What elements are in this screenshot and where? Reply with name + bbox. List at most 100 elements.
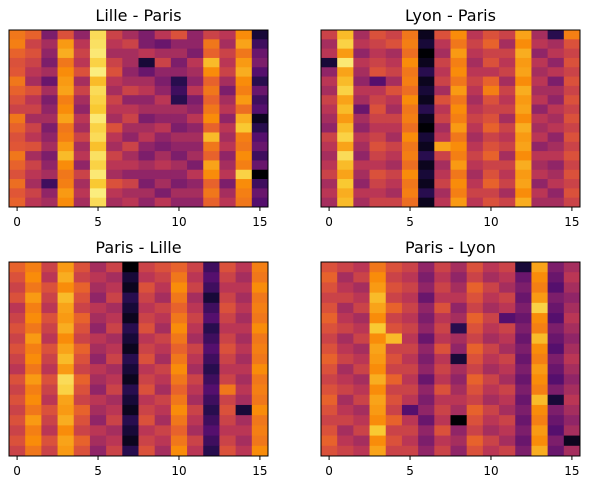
heatmap-cell — [235, 435, 253, 447]
heatmap-cell — [122, 104, 139, 115]
heatmap-cell — [57, 323, 75, 334]
x-tick-label: 15 — [252, 215, 267, 229]
heatmap-cell — [385, 76, 403, 87]
heatmap-cell — [482, 282, 500, 294]
heatmap-cell — [385, 57, 403, 68]
heatmap-cell — [401, 160, 419, 171]
heatmap-cell — [353, 435, 370, 447]
heatmap-cell — [499, 95, 516, 105]
heatmap-cell — [385, 30, 403, 40]
heatmap-cell — [122, 343, 139, 355]
heatmap-cell — [385, 364, 403, 375]
heatmap-cell — [434, 282, 451, 294]
heatmap-cell — [466, 188, 484, 199]
heatmap-cell — [187, 188, 204, 199]
heatmap-cell — [57, 30, 75, 40]
heatmap-cell — [89, 272, 107, 283]
heatmap-cell — [9, 394, 26, 406]
heatmap-cell — [9, 151, 26, 161]
heatmap-cell — [235, 353, 253, 365]
heatmap-cell — [219, 343, 237, 355]
heatmap-cell — [73, 374, 91, 385]
heatmap-cell — [203, 39, 220, 50]
heatmap-cell — [89, 48, 107, 59]
heatmap-cell — [187, 292, 204, 304]
heatmap-cell — [337, 67, 354, 77]
heatmap-cell — [466, 76, 484, 87]
heatmap-cell — [235, 272, 253, 283]
heatmap-cell — [499, 132, 516, 143]
heatmap-cell — [73, 76, 91, 87]
heatmap-cell — [203, 435, 220, 447]
heatmap-cell — [187, 323, 204, 334]
heatmap-cell — [219, 132, 237, 143]
heatmap-cell — [337, 95, 354, 105]
heatmap-cell — [122, 141, 139, 152]
heatmap-cell — [321, 384, 338, 396]
heatmap-cell — [235, 384, 253, 396]
heatmap-cell — [9, 404, 26, 416]
heatmap-cell — [41, 323, 58, 334]
heatmap-cell — [122, 394, 139, 406]
x-tick-label: 0 — [325, 215, 333, 229]
heatmap-cell — [401, 48, 419, 59]
heatmap-cell — [499, 57, 516, 68]
heatmap-cell — [515, 113, 532, 124]
heatmap-cell — [138, 48, 156, 59]
heatmap-cell — [547, 435, 565, 447]
heatmap-cell — [466, 39, 484, 50]
heatmap-cell — [321, 67, 338, 77]
heatmap-cell — [122, 313, 139, 324]
heatmap-cell — [235, 48, 253, 59]
heatmap-cell — [41, 404, 58, 416]
heatmap-cell — [122, 113, 139, 124]
heatmap-cell — [73, 30, 91, 40]
heatmap-cell — [235, 76, 253, 87]
heatmap-cell — [466, 353, 484, 365]
heatmap-cell — [25, 394, 42, 406]
heatmap-cell — [57, 39, 75, 50]
heatmap-cell — [9, 197, 26, 208]
heatmap-cell — [219, 333, 237, 345]
heatmap-cell — [466, 435, 484, 447]
heatmap-cell — [251, 353, 269, 365]
heatmap-cell — [385, 85, 403, 96]
heatmap-cell — [122, 435, 139, 447]
heatmap-cell — [515, 353, 532, 365]
heatmap-cell — [385, 292, 403, 304]
heatmap-cell — [106, 188, 123, 199]
heatmap-cell — [154, 435, 172, 447]
heatmap-cell — [466, 160, 484, 171]
heatmap-cell — [203, 343, 220, 355]
heatmap-cell — [547, 394, 565, 406]
heatmap-cell — [401, 262, 419, 273]
heatmap-cell — [434, 160, 451, 171]
heatmap-cell — [106, 57, 123, 68]
heatmap-cell — [154, 179, 172, 189]
heatmap-cell — [187, 95, 204, 105]
heatmap-cell — [547, 95, 565, 105]
heatmap-cell — [466, 313, 484, 324]
heatmap-cell — [170, 394, 188, 406]
heatmap-cell — [563, 282, 581, 294]
heatmap-cell — [219, 67, 237, 77]
heatmap-cell — [385, 394, 403, 406]
heatmap-cell — [466, 95, 484, 105]
heatmap-cell — [499, 323, 516, 334]
heatmap-cell — [466, 272, 484, 283]
heatmap-cell — [515, 151, 532, 161]
heatmap-cell — [385, 95, 403, 105]
heatmap-cell — [466, 169, 484, 180]
heatmap-cell — [563, 404, 581, 416]
heatmap-cell — [89, 141, 107, 152]
heatmap-cell — [187, 179, 204, 189]
heatmap-cell — [203, 282, 220, 294]
heatmap-cell — [187, 141, 204, 152]
heatmap-cell — [122, 425, 139, 436]
heatmap-cell — [337, 76, 354, 87]
heatmap-cell — [138, 415, 156, 426]
heatmap-cell — [203, 169, 220, 180]
heatmap-cell — [466, 113, 484, 124]
heatmap-cell — [138, 141, 156, 152]
heatmap-cell — [401, 151, 419, 161]
